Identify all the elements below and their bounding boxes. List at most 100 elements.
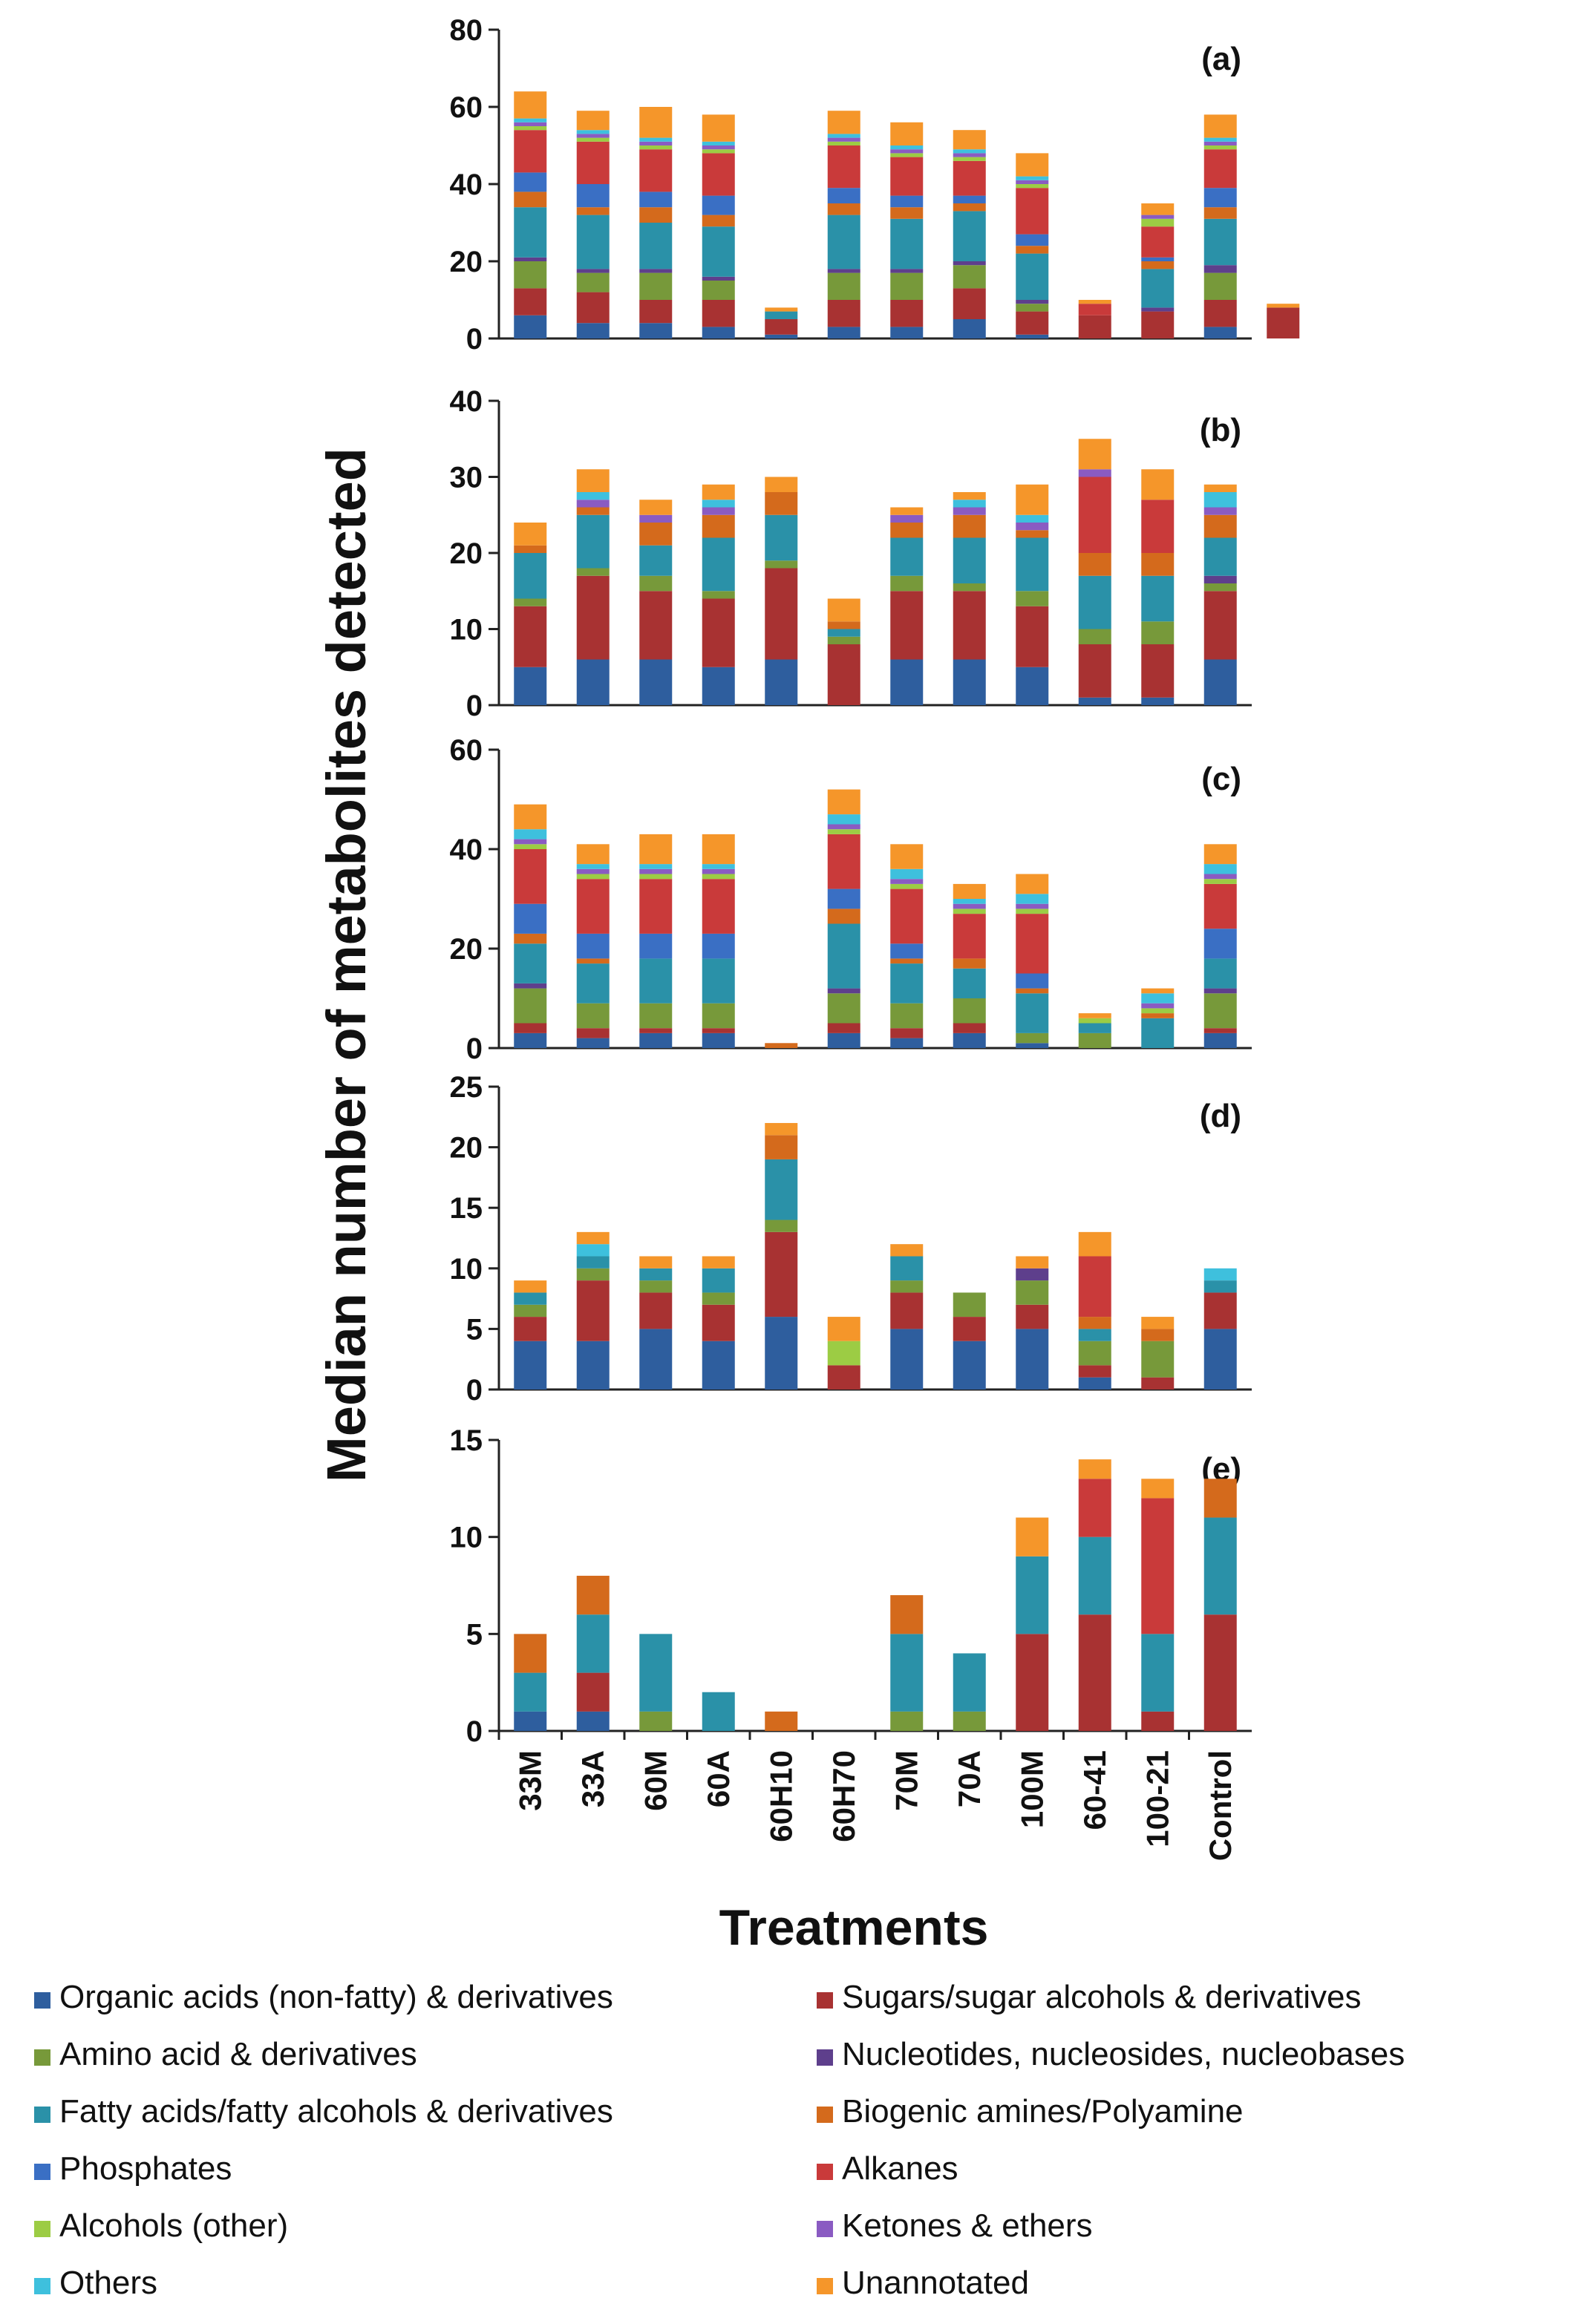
bar-segment — [1203, 149, 1237, 189]
bar-segment — [827, 1032, 860, 1048]
bar-segment — [1203, 874, 1237, 880]
bar-segment — [1016, 914, 1049, 974]
bar-stack — [514, 1280, 547, 1390]
bar-segment — [1203, 141, 1237, 145]
bar-segment — [890, 157, 924, 196]
legend-swatch — [34, 2221, 50, 2237]
bar-stack — [576, 111, 610, 338]
bar-segment — [827, 300, 860, 327]
bar-segment — [1203, 929, 1237, 959]
category-label: 70A — [952, 1750, 987, 1807]
bar-segment — [890, 1292, 924, 1329]
bar-segment — [765, 1220, 798, 1232]
bar-segment — [514, 844, 547, 849]
legend-label: Fatty acids/fatty alcohols & derivatives — [59, 2093, 613, 2130]
legend-label: Nucleotides, nucleosides, nucleobases — [842, 2036, 1405, 2072]
y-tick-label: 15 — [450, 1424, 483, 1457]
bar-segment — [1016, 253, 1049, 300]
bar-segment — [953, 1317, 986, 1341]
bar-segment — [1016, 311, 1049, 335]
bar-segment — [702, 1692, 735, 1731]
bar-segment — [827, 141, 860, 145]
bar-segment — [1141, 269, 1175, 308]
bar-stack — [1078, 1013, 1111, 1048]
bar-segment — [890, 272, 924, 300]
bar-segment — [514, 829, 547, 839]
bar-segment — [639, 514, 673, 523]
bar-segment — [1203, 879, 1237, 884]
bar-segment — [576, 963, 610, 1004]
bar-segment — [702, 500, 735, 508]
bar-stack — [1078, 1231, 1111, 1390]
bar-segment — [1016, 874, 1049, 894]
bar-segment — [702, 537, 735, 592]
panel-label: (a) — [1201, 41, 1241, 77]
bar-segment — [514, 1304, 547, 1318]
bar-segment — [639, 1280, 673, 1293]
legend-item: Ketones & ethers — [817, 2207, 1093, 2244]
bar-segment — [639, 272, 673, 300]
bar-segment — [514, 126, 547, 131]
bar-segment — [702, 141, 735, 145]
legend-label: Biogenic amines/Polyamine — [842, 2093, 1244, 2130]
y-tick-label: 10 — [450, 1522, 483, 1554]
bar-segment — [1203, 883, 1237, 929]
bar-segment — [576, 1244, 610, 1257]
bar-segment — [514, 606, 547, 667]
bar-segment — [953, 507, 986, 515]
bar-segment — [765, 560, 798, 569]
legend-label: Organic acids (non-fatty) & derivatives — [59, 1979, 613, 2015]
bar-stack — [827, 1317, 860, 1390]
y-tick-label: 20 — [450, 1132, 483, 1165]
y-tick-label: 25 — [450, 1071, 483, 1104]
bar-segment — [514, 804, 547, 830]
bar-segment — [827, 1023, 860, 1033]
bar-segment — [1016, 1268, 1049, 1281]
bar-segment — [514, 172, 547, 192]
bar-segment — [1141, 1341, 1175, 1378]
legend-swatch — [34, 2049, 50, 2066]
bar-segment — [639, 523, 673, 546]
bar-segment — [890, 575, 924, 592]
bar-segment — [1203, 1028, 1237, 1033]
bar-segment — [576, 1268, 610, 1281]
bar-segment — [890, 514, 924, 523]
bar-segment — [1016, 180, 1049, 184]
bar-segment — [953, 1292, 986, 1318]
bar-segment — [1016, 514, 1049, 523]
bar-segment — [1203, 958, 1237, 989]
bar-segment — [827, 834, 860, 889]
bar-segment — [514, 91, 547, 119]
bar-segment — [1016, 1043, 1049, 1048]
bar-segment — [953, 130, 986, 150]
bar-segment — [514, 839, 547, 845]
bar-segment — [1203, 507, 1237, 515]
legend-label: Ketones & ethers — [842, 2207, 1093, 2244]
bar-segment — [1078, 1341, 1111, 1366]
bar-segment — [1016, 1304, 1049, 1329]
bar-segment — [639, 879, 673, 934]
bar-segment — [827, 629, 860, 637]
bar-segment — [514, 1032, 547, 1048]
bar-segment — [1078, 1317, 1111, 1329]
bar-segment — [765, 1711, 798, 1731]
bar-segment — [639, 834, 673, 865]
bar-segment — [1203, 1479, 1237, 1518]
bar-segment — [890, 1244, 924, 1257]
bar-segment — [890, 149, 924, 154]
bar-segment — [1203, 993, 1237, 1029]
bar-stack — [1016, 874, 1049, 1048]
bar-segment — [890, 122, 924, 145]
bar-segment — [1203, 114, 1237, 138]
bar-segment — [765, 311, 798, 319]
legend-swatch — [817, 1992, 833, 2009]
bar-segment — [1016, 591, 1049, 606]
legend-item: Organic acids (non-fatty) & derivatives — [34, 1979, 613, 2015]
bar-segment — [514, 1023, 547, 1033]
bar-segment — [1078, 1256, 1111, 1318]
y-tick-label: 40 — [450, 385, 483, 418]
bar-segment — [1016, 523, 1049, 531]
bar-segment — [953, 157, 986, 161]
bar-segment — [827, 824, 860, 830]
